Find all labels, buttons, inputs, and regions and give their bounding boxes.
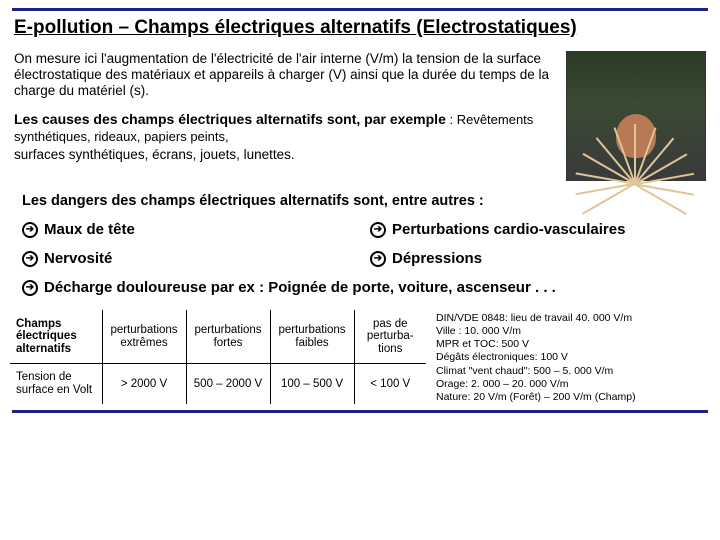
- table-col-extreme: perturbations extrêmes: [102, 310, 186, 364]
- table-cell: 100 – 500 V: [270, 364, 354, 404]
- bullet-icon: ➔: [22, 280, 38, 296]
- side-note-line: DIN/VDE 0848: lieu de travail 40. 000 V/…: [436, 312, 636, 325]
- bullet-grid: ➔ Maux de tête ➔ Perturbations cardio-vasc…: [22, 221, 698, 296]
- intro-paragraph: On mesure ici l'augmentation de l'électr…: [14, 51, 556, 99]
- bullet-label: Décharge douloureuse par ex : Poignée de…: [44, 279, 556, 296]
- table-row-label: Tension de surface en Volt: [10, 364, 102, 404]
- bullet-icon: ➔: [370, 222, 386, 238]
- bullet-label: Nervosité: [44, 250, 112, 267]
- bullet-nervosite: ➔ Nervosité: [22, 250, 350, 267]
- causes-lead: Les causes des champs électriques altern…: [14, 111, 446, 127]
- side-note-line: Orage: 2. 000 – 20. 000 V/m: [436, 378, 636, 391]
- bottom-row: Champs électriques alternatifs perturbat…: [10, 310, 714, 404]
- side-note-line: Ville : 10. 000 V/m: [436, 325, 636, 338]
- bullet-label: Maux de tête: [44, 221, 135, 238]
- table-col-faibles: perturbations faibles: [270, 310, 354, 364]
- side-note-line: Climat "vent chaud": 500 – 5. 000 V/m: [436, 365, 636, 378]
- side-notes: DIN/VDE 0848: lieu de travail 40. 000 V/…: [430, 310, 636, 404]
- table-col-fieldtype: Champs électriques alternatifs: [10, 310, 102, 364]
- hair-illustration: [586, 66, 686, 166]
- bullet-icon: ➔: [22, 251, 38, 267]
- slide-title: E-pollution – Champs électriques alterna…: [14, 17, 706, 39]
- table-cell: > 2000 V: [102, 364, 186, 404]
- hair-strand: [634, 124, 636, 184]
- table-row: Tension de surface en Volt > 2000 V 500 …: [10, 364, 426, 404]
- causes-paragraph: Les causes des champs électriques altern…: [14, 111, 556, 145]
- bullet-depressions: ➔ Dépressions: [370, 250, 698, 267]
- side-note-line: Dégâts électroniques: 100 V: [436, 351, 636, 364]
- side-note-line: MPR et TOC: 500 V: [436, 338, 636, 351]
- bottom-rule: [12, 410, 708, 413]
- bullet-label: Dépressions: [392, 250, 482, 267]
- title-part-epollution: E-pollution: [14, 17, 118, 38]
- bullet-headache: ➔ Maux de tête: [22, 221, 350, 238]
- electrostatic-hair-photo: [566, 51, 706, 181]
- top-rule: [12, 8, 708, 11]
- thresholds-table: Champs électriques alternatifs perturbat…: [10, 310, 426, 404]
- bullet-icon: ➔: [370, 251, 386, 267]
- table-header-row: Champs électriques alternatifs perturbat…: [10, 310, 426, 364]
- bullet-decharge: ➔ Décharge douloureuse par ex : Poignée d…: [22, 279, 698, 296]
- bullet-label: Perturbations cardio-vasculaires: [392, 221, 625, 238]
- table-col-none: pas de perturba- tions: [354, 310, 426, 364]
- title-part-champs: – Champs électriques alternatifs: [118, 17, 416, 38]
- title-part-electrostatiques: (Electrostatiques): [416, 17, 576, 38]
- table-cell: < 100 V: [354, 364, 426, 404]
- bullet-cardio: ➔ Perturbations cardio-vasculaires: [370, 221, 698, 238]
- causes-tail: surfaces synthétiques, écrans, jouets, l…: [14, 147, 556, 162]
- table-cell: 500 – 2000 V: [186, 364, 270, 404]
- slide-frame: E-pollution – Champs électriques alterna…: [0, 0, 720, 540]
- intro-row: On mesure ici l'augmentation de l'électr…: [14, 51, 706, 181]
- intro-text-block: On mesure ici l'augmentation de l'électr…: [14, 51, 556, 181]
- side-note-line: Nature: 20 V/m (Forêt) – 200 V/m (Champ): [436, 391, 636, 404]
- bullet-icon: ➔: [22, 222, 38, 238]
- table-col-fortes: perturbations fortes: [186, 310, 270, 364]
